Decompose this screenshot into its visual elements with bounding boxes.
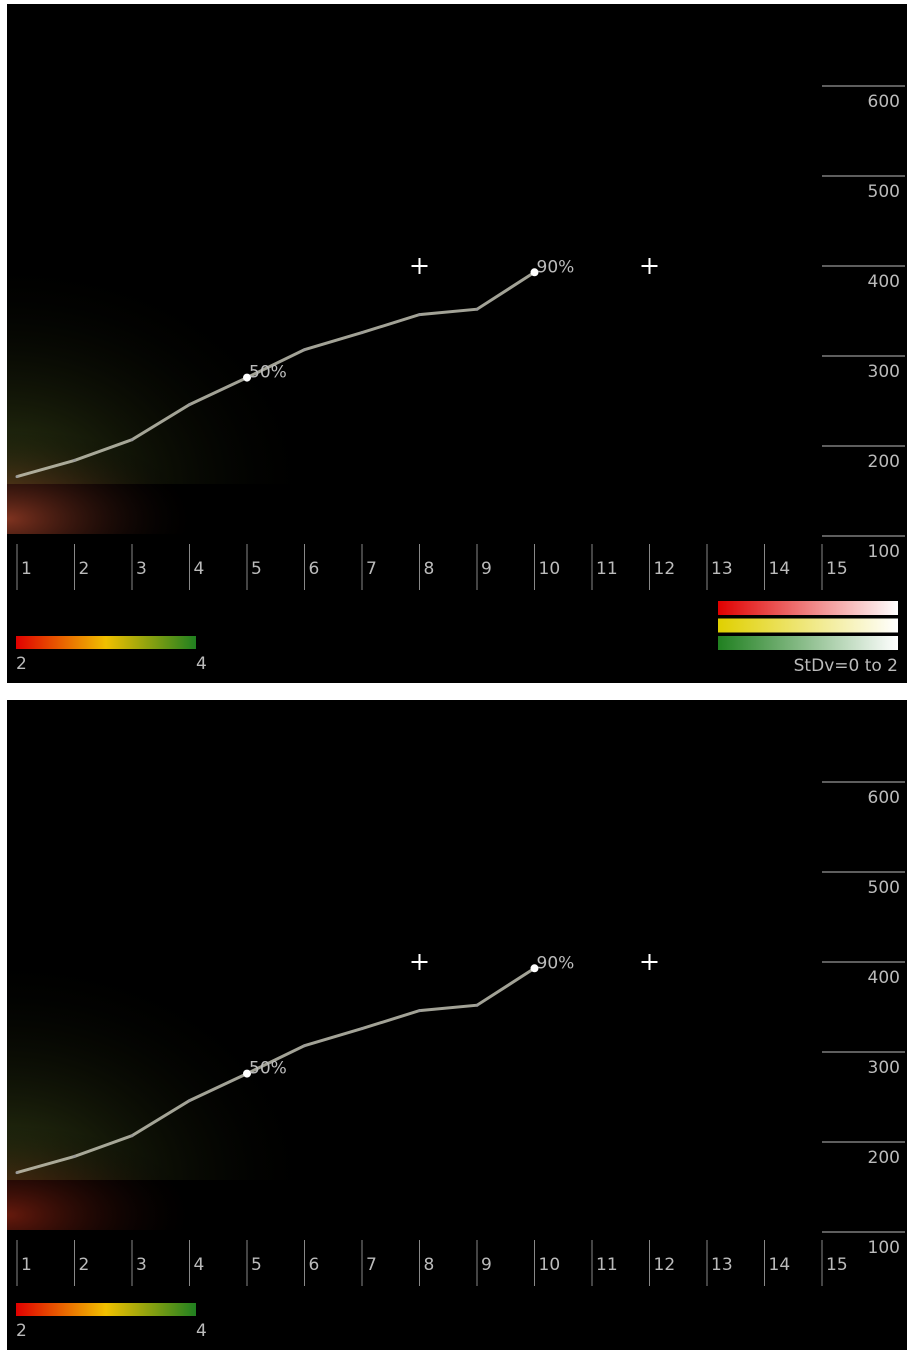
x-tick-label: 2 [79, 559, 90, 579]
stdv-bar [718, 636, 898, 650]
color-scale-min: 2 [16, 654, 27, 674]
stdv-bar [718, 618, 898, 633]
cross-marker [641, 258, 658, 274]
x-tick-label: 1 [21, 559, 32, 579]
x-tick-label: 4 [194, 559, 205, 579]
y-tick-label: 400 [868, 272, 900, 292]
x-tick-label: 7 [366, 559, 377, 579]
data-point [243, 1069, 251, 1078]
data-point [15, 1171, 19, 1175]
y-tick-label: 300 [868, 1058, 900, 1078]
color-scale-bar [16, 636, 196, 649]
x-tick-label: 1 [21, 1255, 32, 1275]
cross-marker [411, 258, 428, 274]
cross-marker [411, 954, 428, 970]
y-tick-label: 100 [868, 1238, 900, 1258]
data-point [188, 403, 191, 407]
data-point [418, 1009, 421, 1013]
data-point [73, 458, 76, 462]
x-tick-label: 7 [366, 1255, 377, 1275]
x-tick-label: 8 [424, 559, 435, 579]
color-scale-max: 4 [196, 654, 207, 674]
x-tick-label: 15 [826, 1255, 848, 1275]
data-point [188, 1099, 191, 1103]
data-point [130, 1134, 134, 1138]
y-tick-label: 100 [868, 542, 900, 562]
x-tick-label: 5 [251, 559, 262, 579]
data-point [360, 1027, 364, 1031]
x-tick-label: 5 [251, 1255, 262, 1275]
x-tick-label: 6 [309, 559, 320, 579]
point-label: 50% [249, 363, 287, 383]
color-scale-min: 2 [16, 1321, 27, 1341]
data-point [418, 313, 421, 317]
x-tick-label: 13 [711, 559, 733, 579]
x-tick-label: 6 [309, 1255, 320, 1275]
y-tick-label: 600 [868, 788, 900, 808]
data-point [130, 438, 134, 442]
data-line [16, 271, 536, 479]
y-tick-label: 400 [868, 968, 900, 988]
x-tick-label: 3 [136, 1255, 147, 1275]
glow-below [7, 384, 327, 534]
x-tick-label: 3 [136, 559, 147, 579]
y-tick-label: 600 [868, 92, 900, 112]
x-tick-label: 10 [539, 1255, 561, 1275]
x-tick-label: 9 [481, 559, 492, 579]
data-point [530, 964, 539, 973]
data-point [303, 348, 306, 352]
data-point [475, 1003, 479, 1007]
x-tick-label: 2 [79, 1255, 90, 1275]
y-tick-label: 200 [868, 1148, 900, 1168]
x-tick-label: 14 [769, 559, 791, 579]
x-tick-label: 8 [424, 1255, 435, 1275]
data-point [243, 373, 251, 382]
x-tick-label: 14 [769, 1255, 791, 1275]
color-scale-bar [16, 1303, 196, 1316]
x-tick-label: 15 [826, 559, 848, 579]
stdv-label: StDv=0 to 2 [794, 656, 898, 676]
x-tick-label: 11 [596, 559, 618, 579]
x-tick-label: 4 [194, 1255, 205, 1275]
data-point [303, 1044, 306, 1048]
cross-marker [641, 954, 658, 970]
x-tick-label: 12 [654, 1255, 676, 1275]
x-tick-label: 12 [654, 559, 676, 579]
x-tick-label: 9 [481, 1255, 492, 1275]
glow-below [7, 1080, 327, 1230]
point-label: 90% [537, 257, 575, 277]
x-tick-label: 13 [711, 1255, 733, 1275]
x-tick-label: 11 [596, 1255, 618, 1275]
y-tick-label: 500 [868, 878, 900, 898]
point-label: 90% [537, 953, 575, 973]
stdv-bar [718, 601, 898, 615]
data-point [73, 1154, 76, 1158]
data-point [360, 331, 364, 335]
data-point [15, 475, 19, 479]
x-tick-label: 10 [539, 559, 561, 579]
data-line [16, 967, 536, 1175]
data-point [475, 307, 479, 311]
color-scale-max: 4 [196, 1321, 207, 1341]
data-point [530, 268, 539, 277]
y-tick-label: 200 [868, 452, 900, 472]
y-tick-label: 300 [868, 362, 900, 382]
y-tick-label: 500 [868, 182, 900, 202]
point-label: 50% [249, 1059, 287, 1079]
